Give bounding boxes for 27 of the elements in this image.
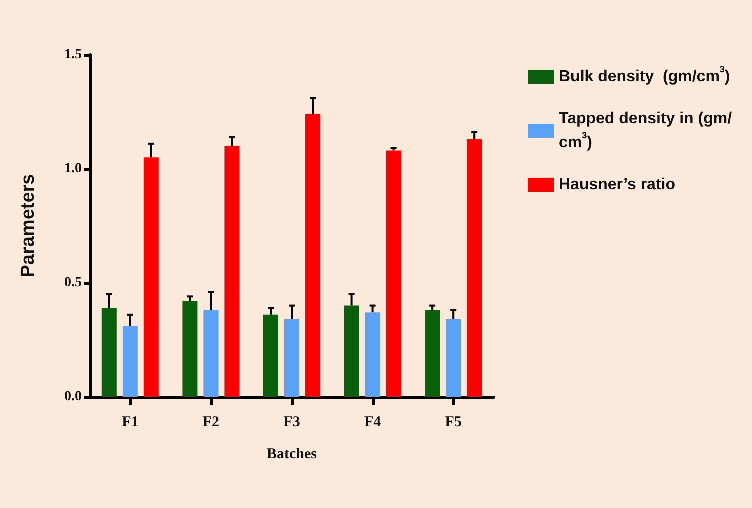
- y-tick-label: 1.0: [64, 162, 82, 176]
- x-tick-label: F4: [364, 414, 382, 430]
- legend-label: Hausner’s ratio: [559, 176, 676, 194]
- bar: [365, 312, 380, 397]
- x-tick-label: F3: [284, 414, 300, 430]
- y-tick-label: 0.5: [64, 276, 82, 290]
- bar: [467, 139, 482, 397]
- bar: [446, 319, 462, 397]
- y-tick-label: 0.0: [64, 390, 82, 404]
- x-tick-label: F5: [445, 414, 462, 430]
- x-tick-label: F1: [122, 414, 139, 430]
- bar: [182, 301, 198, 397]
- bar: [102, 308, 117, 397]
- bar: [284, 319, 300, 397]
- y-tick-label: 1.5: [64, 48, 82, 62]
- bar: [386, 150, 402, 397]
- bar: [122, 326, 138, 397]
- bar: [344, 306, 360, 397]
- x-axis-title: Batches: [267, 446, 318, 462]
- bar: [224, 146, 240, 397]
- x-tick-label: F2: [202, 414, 220, 430]
- bar: [264, 314, 278, 397]
- bar: [425, 310, 440, 397]
- bar: [204, 310, 219, 397]
- bar: [306, 114, 320, 397]
- y-axis-title: Parameters: [18, 174, 39, 278]
- bar: [144, 158, 159, 397]
